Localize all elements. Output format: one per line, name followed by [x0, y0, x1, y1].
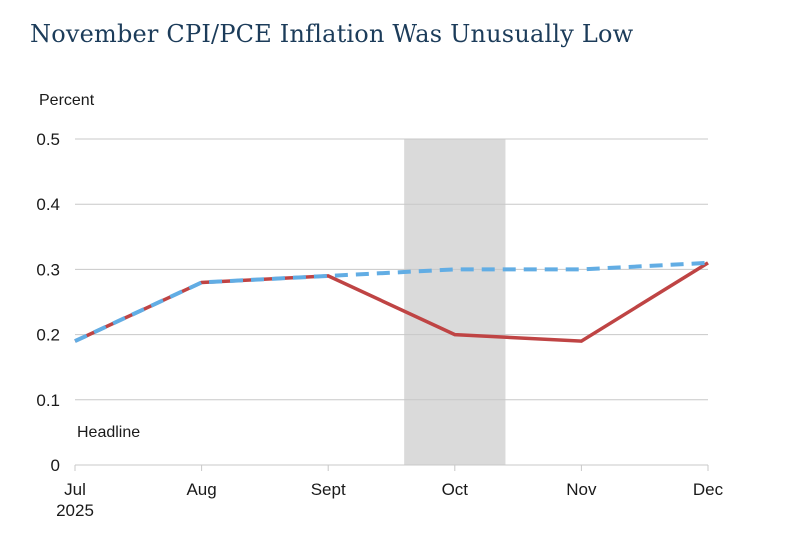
x-tick-label: Dec [693, 480, 724, 499]
y-tick-label: 0.1 [36, 391, 60, 410]
series-dashed-blue [74, 260, 709, 343]
y-tick-label: 0.5 [36, 130, 60, 149]
x-tick-label: Jul [64, 480, 86, 499]
y-axis-unit-label: Percent [39, 92, 95, 109]
x-tick-label: Oct [442, 480, 469, 499]
chart-title: November CPI/PCE Inflation Was Unusually… [30, 20, 634, 48]
y-tick-label: 0.2 [36, 326, 60, 345]
y-tick-label: 0.3 [36, 260, 60, 279]
x-tick-label: Sept [311, 480, 346, 499]
series-headline-solid-red [74, 261, 709, 343]
series-annotation-headline: Headline [77, 424, 141, 441]
x-tick-label: Aug [186, 480, 216, 499]
x-tick-label: Nov [566, 480, 597, 499]
y-tick-label: 0.4 [36, 195, 60, 214]
shaded-band [404, 139, 506, 465]
y-tick-label: 0 [51, 456, 60, 475]
x-year-label: 2025 [56, 501, 94, 520]
